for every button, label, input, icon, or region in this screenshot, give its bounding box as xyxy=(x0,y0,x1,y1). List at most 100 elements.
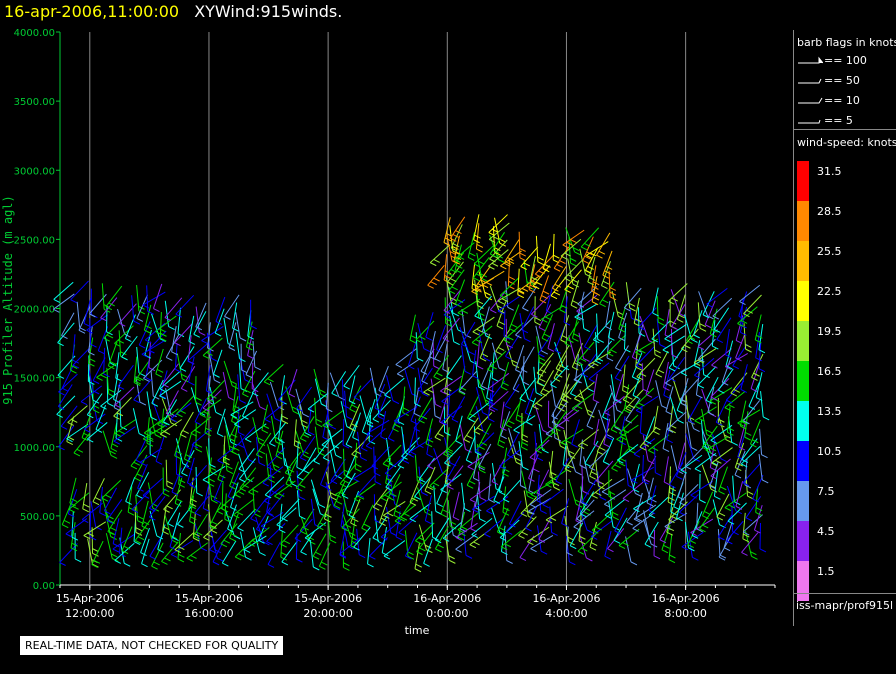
wind-barb xyxy=(443,434,462,455)
barb-flag xyxy=(589,252,597,257)
wind-barb xyxy=(186,457,195,484)
barb-flag xyxy=(718,490,725,495)
wind-barb xyxy=(573,510,595,528)
wind-barb xyxy=(343,364,360,387)
barb-flag xyxy=(669,492,676,496)
barb-flag xyxy=(654,349,661,354)
barb-flag xyxy=(553,291,561,296)
barb-flag xyxy=(666,439,673,444)
barb-flag xyxy=(450,247,458,252)
barb-flag xyxy=(385,486,393,491)
barb-flag xyxy=(248,542,255,547)
wind-barb xyxy=(359,395,368,421)
barb-flag xyxy=(567,274,575,279)
barb-flag xyxy=(570,262,577,267)
barb-flag xyxy=(315,418,323,423)
barb-flag xyxy=(563,321,571,326)
barb-flag xyxy=(150,416,158,421)
wind-barb xyxy=(163,399,178,423)
barb-flag xyxy=(731,441,738,446)
barb-flag xyxy=(222,503,229,508)
barb-flag xyxy=(230,380,237,385)
barb-flag xyxy=(707,411,715,416)
barb-flag xyxy=(668,367,676,372)
barb-flag xyxy=(203,537,210,541)
wind-barb xyxy=(586,401,598,427)
barb-flag xyxy=(593,339,600,344)
wind-barb xyxy=(57,322,75,344)
wind-barb xyxy=(262,466,284,484)
barb-flag xyxy=(110,447,118,452)
wind-barb xyxy=(622,379,641,400)
barb-flag xyxy=(544,263,551,268)
barb-flag xyxy=(601,285,608,290)
barb-flag xyxy=(574,251,581,256)
barb-flag xyxy=(254,513,261,518)
barb-flag xyxy=(167,523,174,528)
barb-flag xyxy=(659,539,667,544)
wind-barb xyxy=(451,396,466,420)
barb-flag xyxy=(711,364,718,369)
barb-flag xyxy=(597,339,604,343)
barb-flag xyxy=(159,433,167,438)
wind-barb xyxy=(165,388,172,414)
barb-flag xyxy=(531,313,538,318)
wind-barb xyxy=(381,527,388,553)
barb-flag xyxy=(635,351,642,356)
wind-barb xyxy=(237,508,256,529)
barb-flag xyxy=(454,269,462,274)
wind-barb xyxy=(421,356,432,382)
barb-flag xyxy=(524,412,532,417)
wind-barb xyxy=(413,387,420,414)
wind-barb xyxy=(67,405,88,423)
wind-barb xyxy=(384,455,406,474)
barb-flag xyxy=(147,438,154,443)
barb-flag xyxy=(146,435,154,440)
wind-barb xyxy=(639,315,650,341)
barb-flag xyxy=(710,333,717,338)
speed-label: 1.5 xyxy=(817,565,835,578)
barb-flag xyxy=(232,416,239,421)
wind-barb xyxy=(675,451,687,477)
barb-flag xyxy=(542,388,550,393)
wind-barb xyxy=(417,367,433,391)
barb-flag xyxy=(472,508,479,513)
barb-flag xyxy=(522,381,530,386)
barb-flag xyxy=(476,300,484,305)
barb-flag xyxy=(394,423,401,428)
barb-symbol-icon xyxy=(798,119,821,124)
barb-flag xyxy=(166,505,173,510)
barb-flag xyxy=(433,259,440,263)
barb-flag xyxy=(618,328,626,333)
wind-barb xyxy=(737,409,761,424)
barb-legend-title: barb flags in knots xyxy=(797,36,896,49)
wind-barb xyxy=(372,399,391,420)
barb-flag xyxy=(740,388,748,393)
barb-flag xyxy=(259,406,266,411)
wind-barb xyxy=(578,332,585,359)
barb-flag xyxy=(699,323,706,328)
wind-barb xyxy=(341,472,356,496)
wind-barb xyxy=(581,352,598,375)
wind-barb xyxy=(679,483,699,503)
wind-barb xyxy=(591,512,612,531)
barb-flag xyxy=(634,405,642,410)
wind-barb xyxy=(276,507,297,526)
wind-barb xyxy=(174,343,178,370)
barb-flag xyxy=(467,257,475,261)
barb-flag xyxy=(189,503,197,507)
wind-barb xyxy=(72,346,92,366)
barb-flag xyxy=(445,318,452,323)
wind-barb xyxy=(718,534,733,558)
barb-flag xyxy=(561,335,569,339)
barb-flag xyxy=(718,423,725,428)
barb-flag xyxy=(432,482,440,487)
barb-flag xyxy=(382,552,389,557)
barb-flag xyxy=(281,420,289,425)
barb-flag xyxy=(58,391,65,396)
barb-flag xyxy=(636,365,643,369)
wind-barb xyxy=(680,379,699,400)
barb-flag xyxy=(383,514,390,519)
wind-barb xyxy=(489,239,508,260)
wind-barb xyxy=(734,450,746,476)
